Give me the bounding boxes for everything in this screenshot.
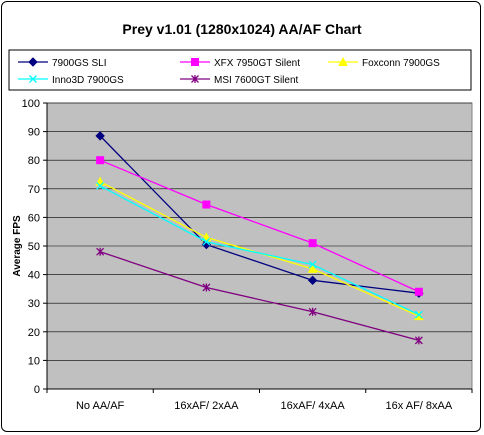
y-tick-label: 0 xyxy=(34,384,40,396)
x-tick-label: 16xAF/ 2xAA xyxy=(174,400,239,412)
legend-label: XFX 7950GT Silent xyxy=(214,58,300,69)
y-tick-label: 30 xyxy=(28,298,40,310)
y-tick-labels: 0 10 20 30 40 50 60 70 80 90 100 xyxy=(22,98,40,396)
data-point xyxy=(96,156,105,165)
x-tick-label: 16x AF/ 8xAA xyxy=(386,400,453,412)
legend-label: Inno3D 7900GS xyxy=(52,75,124,86)
legend-entry: Inno3D 7900GS xyxy=(18,75,124,86)
y-tick-label: 90 xyxy=(28,127,40,139)
legend: 7900GS SLI XFX 7950GT Silent Foxconn 7900G… xyxy=(18,56,440,86)
series-line xyxy=(99,159,420,293)
y-tick-label: 40 xyxy=(28,270,40,282)
legend-label: MSI 7600GT Silent xyxy=(214,75,299,86)
x-tick-label: No AA/AF xyxy=(76,400,125,412)
data-point xyxy=(308,307,317,316)
data-point xyxy=(202,283,211,292)
legend-label: 7900GS SLI xyxy=(52,58,106,69)
y-tick-label: 70 xyxy=(28,184,40,196)
series-msi-7600gt-silent xyxy=(96,247,423,345)
y-axis-label: Average FPS xyxy=(12,215,23,277)
legend-entry: XFX 7950GT Silent xyxy=(180,58,300,69)
data-point xyxy=(308,239,317,248)
y-tick-label: 10 xyxy=(28,355,40,367)
data-point xyxy=(95,131,105,141)
gridlines xyxy=(47,102,472,390)
chart-title: Prey v1.01 (1280x1024) AA/AF Chart xyxy=(122,21,362,37)
legend-swatch-marker xyxy=(338,56,348,66)
data-point xyxy=(414,336,423,345)
series-group xyxy=(95,131,424,345)
series-line xyxy=(99,185,420,316)
data-point xyxy=(414,287,423,296)
data-point xyxy=(307,275,318,286)
legend-swatch-marker xyxy=(29,75,37,83)
legend-entry: Foxconn 7900GS xyxy=(328,56,440,69)
y-tick-label: 50 xyxy=(28,241,40,253)
y-tick-label: 60 xyxy=(28,212,40,224)
legend-label: Foxconn 7900GS xyxy=(362,58,440,69)
data-point xyxy=(96,247,105,256)
x-tick-labels: No AA/AF 16xAF/ 2xAA 16xAF/ 4xAA 16x AF/ 8x… xyxy=(76,400,453,412)
legend-swatch-marker xyxy=(191,75,199,83)
data-point xyxy=(96,181,105,190)
legend-swatch-marker xyxy=(191,58,199,66)
legend-swatch-marker xyxy=(28,57,38,67)
y-tick-label: 20 xyxy=(28,327,40,339)
series-inno3d-7900gs xyxy=(96,181,423,319)
series-line xyxy=(99,135,419,294)
data-point xyxy=(202,237,211,246)
data-point xyxy=(414,310,423,319)
data-point xyxy=(202,200,211,209)
legend-entry: 7900GS SLI xyxy=(18,57,106,69)
legend-entry: MSI 7600GT Silent xyxy=(180,75,299,86)
data-point xyxy=(307,263,318,273)
y-tick-label: 100 xyxy=(22,98,40,110)
legend-box xyxy=(8,49,472,91)
x-tick-label: 16xAF/ 4xAA xyxy=(281,400,346,412)
data-point xyxy=(308,260,317,269)
axes xyxy=(43,102,473,393)
series-xfx-7950gt-silent xyxy=(96,156,423,296)
y-tick-label: 80 xyxy=(28,155,40,167)
series-line xyxy=(99,251,420,342)
